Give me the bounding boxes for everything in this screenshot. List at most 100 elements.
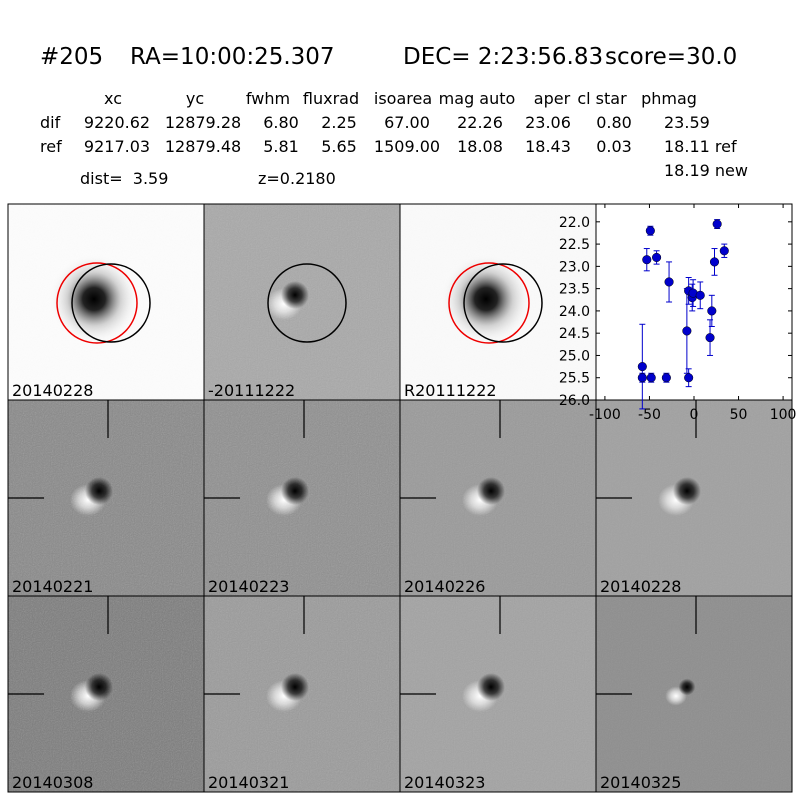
tile-label: 20140323	[404, 773, 485, 792]
cell: 23.06	[525, 113, 571, 132]
aperture-red	[448, 262, 530, 344]
cell: 67.00	[384, 113, 430, 132]
residual-negative	[85, 673, 113, 701]
cell: 22.26	[457, 113, 503, 132]
residual-negative	[281, 477, 309, 505]
data-point	[684, 373, 694, 383]
data-point	[707, 306, 717, 316]
cell: 0.03	[596, 137, 632, 156]
image-tile: R20111222	[399, 203, 597, 401]
x-tick-label: 0	[690, 407, 699, 423]
data-point	[709, 257, 720, 267]
data-point	[645, 226, 655, 236]
column-header: mag auto	[439, 89, 516, 108]
column-header: phmag	[641, 89, 697, 108]
tile-label: 20140223	[208, 577, 289, 596]
cell: 6.80	[263, 113, 299, 132]
image-tile: 20140228	[7, 203, 205, 401]
redshift: z=0.2180	[258, 169, 336, 188]
aperture-black	[71, 263, 151, 343]
row-label: dif	[40, 113, 61, 132]
column-header: xc	[104, 89, 122, 108]
residual-negative	[673, 477, 701, 505]
image-tile: 20140221	[7, 399, 205, 597]
cell: 18.11 ref	[664, 137, 737, 156]
dec: DEC= 2:23:56.83	[403, 44, 603, 70]
image-tile: 20140321	[203, 595, 401, 793]
data-point	[637, 373, 647, 383]
data-point	[664, 277, 674, 287]
tile-label: 20140325	[600, 773, 681, 792]
residual-negative	[678, 678, 696, 696]
tile-border	[595, 595, 793, 793]
image-tile: 20140325	[595, 595, 793, 793]
image-tile: 20140308	[7, 595, 205, 793]
tile-label: 20140308	[12, 773, 93, 792]
data-point	[642, 255, 652, 265]
image-tile: 20140228	[595, 399, 793, 597]
data-point	[661, 373, 671, 383]
cell: 12879.28	[165, 113, 241, 132]
data-point	[637, 362, 647, 372]
aperture-red	[56, 262, 138, 344]
cell: 9217.03	[84, 137, 150, 156]
tile-label: 20140226	[404, 577, 485, 596]
data-point	[695, 290, 705, 300]
y-tick-label: 25.0	[559, 348, 590, 364]
cell: 9220.62	[84, 113, 150, 132]
cell: 1509.00	[374, 137, 440, 156]
star	[441, 254, 531, 344]
data-point	[719, 246, 729, 256]
residual-negative	[477, 673, 505, 701]
plot-area	[595, 203, 793, 401]
cell: 5.81	[263, 137, 299, 156]
tile-label: 20140228	[12, 381, 93, 400]
dist: dist= 3.59	[80, 169, 168, 188]
row-label: ref	[40, 137, 62, 156]
y-tick-label: 24.0	[559, 304, 590, 320]
residual-negative	[85, 477, 113, 505]
y-tick-label: 25.5	[559, 371, 590, 387]
tile-label: -20111222	[208, 381, 295, 400]
score: score=30.0	[605, 44, 737, 70]
data-point	[705, 333, 715, 343]
tile-label: 20140221	[12, 577, 93, 596]
star	[49, 254, 139, 344]
data-point	[652, 252, 662, 263]
y-tick-label: 24.5	[559, 326, 590, 342]
cell: 2.25	[321, 113, 357, 132]
column-header: cl star	[577, 89, 627, 108]
y-tick-label: 22.0	[559, 215, 590, 231]
residual-negative	[477, 477, 505, 505]
x-tick-label: -50	[638, 407, 661, 423]
image-tile: 20140223	[203, 399, 401, 597]
y-tick-label: 22.5	[559, 237, 590, 253]
cell: 0.80	[596, 113, 632, 132]
x-tick-label: -100	[589, 407, 621, 423]
y-tick-label: 26.0	[559, 393, 590, 409]
data-point	[712, 219, 722, 229]
data-point	[682, 326, 692, 336]
cell: 18.08	[457, 137, 503, 156]
column-header: aper	[534, 89, 571, 108]
tile-label: 20140321	[208, 773, 289, 792]
column-header: fluxrad	[303, 89, 359, 108]
residual-negative	[281, 673, 309, 701]
column-header: isoarea	[374, 89, 432, 108]
ra: RA=10:00:25.307	[130, 44, 335, 70]
column-header: yc	[186, 89, 204, 108]
image-tile: -20111222	[203, 203, 401, 401]
image-tile: 20140226	[399, 399, 597, 597]
cell: 5.65	[321, 137, 357, 156]
aperture-black	[267, 263, 347, 343]
tile-label: R20111222	[404, 381, 497, 400]
phmag-new: 18.19 new	[664, 161, 748, 180]
object-id: #205	[40, 44, 103, 70]
tile-label: 20140228	[600, 577, 681, 596]
y-tick-label: 23.5	[559, 282, 590, 298]
x-tick-label: 50	[730, 407, 748, 423]
cell: 18.43	[525, 137, 571, 156]
cell: 23.59	[664, 113, 710, 132]
aperture-black	[463, 263, 543, 343]
